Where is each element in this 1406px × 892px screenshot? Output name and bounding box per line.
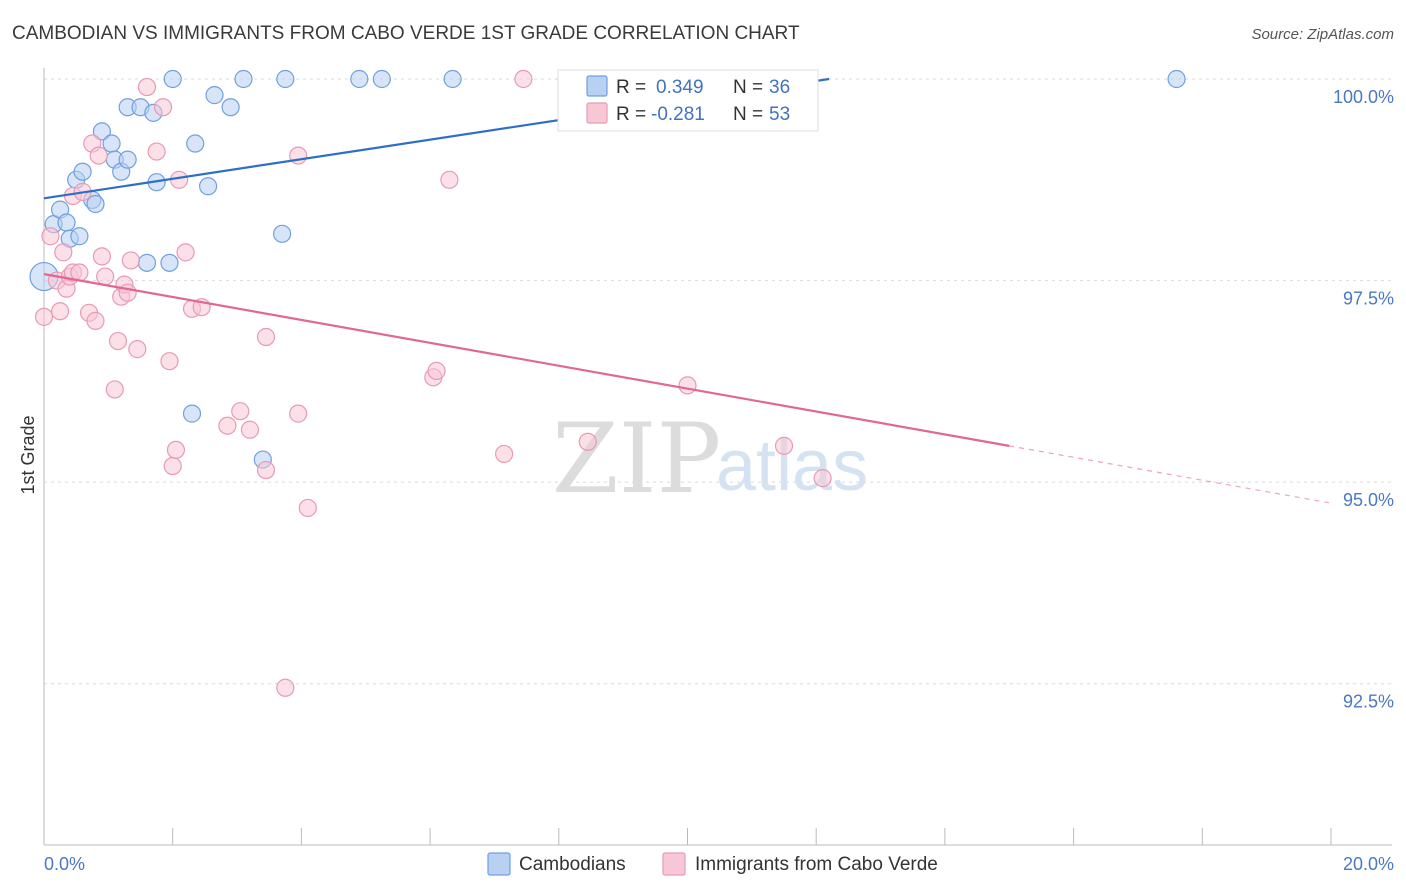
- x-tick-marks: [43, 828, 1332, 845]
- cabo-verde-point: [218, 416, 237, 435]
- cambodians-point: [70, 227, 89, 246]
- cabo-verde-point: [298, 498, 317, 518]
- cabo-verde-point: [176, 243, 195, 262]
- legend-box: R = 0.349 N = 36 R = -0.281 N = 53: [557, 69, 819, 132]
- cambodians-point: [118, 150, 137, 169]
- bottom-legend-label-cabo-verde: Immigrants from Cabo Verde: [695, 854, 938, 875]
- cambodians-point: [163, 69, 182, 89]
- cambodians-point: [86, 194, 105, 214]
- cabo-verde-point: [96, 267, 115, 286]
- cabo-verde-point: [240, 420, 260, 439]
- cabo-verde-point: [41, 227, 60, 246]
- y-tick-label: 92.5%: [1343, 692, 1394, 712]
- cambodians-point: [160, 253, 179, 272]
- cambodians-point: [350, 69, 369, 89]
- gridlines: [44, 78, 1392, 685]
- cabo-verde-point: [163, 456, 182, 476]
- cabo-verde-point: [256, 460, 276, 480]
- y-tick-label: 97.5%: [1343, 289, 1394, 309]
- cambodians-point: [102, 134, 121, 153]
- y-tick-label: 95.0%: [1343, 490, 1394, 510]
- cambodians-point: [221, 98, 240, 117]
- cabo-verde-point: [89, 146, 108, 165]
- x-tick-label-min: 0.0%: [44, 854, 85, 874]
- cabo-verde-trendline-extension: [1009, 445, 1332, 504]
- cabo-verde-point: [495, 444, 514, 464]
- y-tick-label: 100.0%: [1333, 87, 1394, 107]
- cabo-verde-point: [514, 69, 533, 89]
- cambodians-point: [73, 162, 92, 181]
- cabo-verde-point: [813, 469, 832, 488]
- legend-r-value-2: -0.281: [651, 104, 705, 125]
- legend-n-label-2: N =: [733, 104, 763, 125]
- cabo-verde-point: [160, 352, 179, 371]
- cabo-verde-point: [289, 404, 308, 423]
- watermark-zip: ZIP: [552, 403, 721, 515]
- cabo-verde-point: [166, 440, 186, 460]
- cabo-verde-point: [121, 251, 140, 270]
- cabo-verde-point: [276, 678, 295, 697]
- y-axis-label: 1st Grade: [18, 415, 38, 494]
- legend-r-label-2: R =: [616, 104, 646, 125]
- cambodians-point: [443, 69, 462, 89]
- legend-r-value-1: 0.349: [656, 77, 704, 98]
- cambodians-point: [57, 213, 76, 232]
- cabo-verde-trendline: [43, 273, 1010, 447]
- watermark: ZIP atlas: [552, 403, 868, 515]
- bottom-legend-swatch-cabo-verde: [662, 852, 686, 876]
- cabo-verde-point: [34, 307, 54, 326]
- cambodians-point: [1167, 69, 1186, 89]
- bottom-legend-label-cambodians: Cambodians: [519, 854, 626, 875]
- watermark-atlas: atlas: [716, 426, 868, 506]
- series-cabo-verde-points: [34, 69, 832, 697]
- cambodians-point: [276, 69, 295, 89]
- cabo-verde-point: [108, 331, 128, 351]
- cambodians-point: [186, 134, 205, 153]
- cambodians-point: [205, 86, 224, 105]
- cambodians-point: [182, 404, 202, 423]
- cambodians-point: [272, 224, 292, 243]
- cabo-verde-point: [128, 340, 147, 359]
- cambodians-point: [92, 122, 112, 141]
- cambodians-point: [372, 69, 391, 89]
- cambodians-point: [198, 177, 218, 196]
- cabo-verde-point: [774, 436, 794, 455]
- legend-swatch-cambodians: [586, 75, 608, 97]
- cabo-verde-point: [427, 361, 446, 380]
- cabo-verde-point: [256, 327, 276, 347]
- legend-n-value-2: 53: [769, 104, 790, 125]
- cabo-verde-point: [153, 98, 173, 117]
- cabo-verde-point: [105, 380, 124, 399]
- legend-r-label-1: R =: [616, 77, 646, 98]
- legend-n-label-1: N =: [733, 77, 763, 98]
- cabo-verde-point: [147, 142, 166, 161]
- cabo-verde-point: [678, 376, 697, 395]
- cabo-verde-point: [118, 283, 137, 302]
- cambodians-point: [234, 69, 253, 89]
- x-tick-label-max: 20.0%: [1343, 854, 1394, 874]
- cambodians-point: [137, 253, 157, 272]
- bottom-legend: Cambodians Immigrants from Cabo Verde: [487, 852, 938, 876]
- cabo-verde-point: [578, 432, 597, 451]
- cabo-verde-point: [137, 77, 157, 97]
- cabo-verde-point: [50, 302, 70, 321]
- cabo-verde-point: [92, 247, 112, 266]
- cabo-verde-point: [54, 243, 73, 262]
- y-tick-labels: 100.0% 97.5% 95.0% 92.5%: [1333, 87, 1394, 712]
- chart-title: CAMBODIAN VS IMMIGRANTS FROM CABO VERDE …: [12, 23, 800, 44]
- chart-source: Source: ZipAtlas.com: [1251, 26, 1394, 43]
- cabo-verde-point: [440, 170, 459, 189]
- cabo-verde-point: [231, 402, 250, 421]
- legend-n-value-1: 36: [769, 77, 790, 98]
- cabo-verde-point: [86, 311, 105, 330]
- legend-swatch-cabo-verde: [586, 102, 608, 124]
- bottom-legend-swatch-cambodians: [487, 852, 511, 876]
